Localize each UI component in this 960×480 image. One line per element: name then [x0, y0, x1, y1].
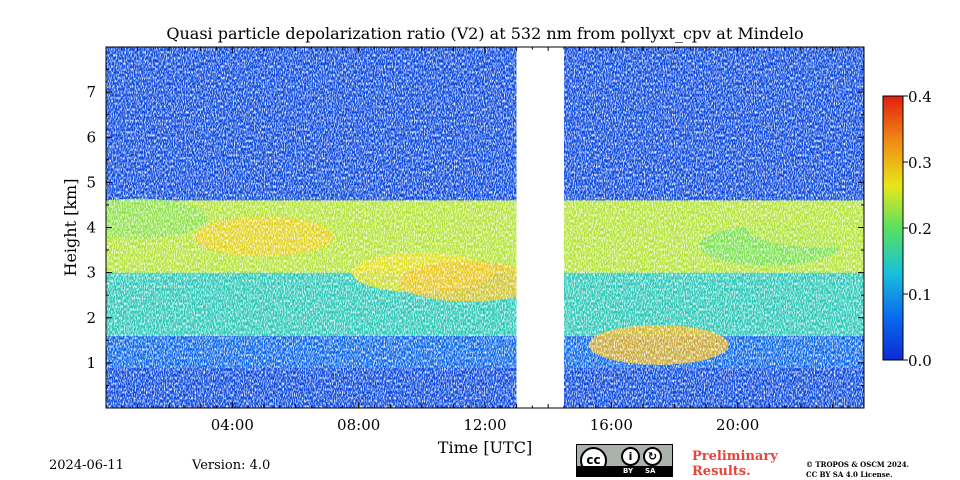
colorbar-tick-label: 0.3 — [908, 154, 932, 172]
data-gap — [516, 47, 564, 408]
x-tick-label: 12:00 — [463, 416, 506, 434]
x-tick-label: 16:00 — [590, 416, 633, 434]
x-tick-label: 08:00 — [337, 416, 380, 434]
preliminary-note: Preliminary Results. — [692, 449, 778, 479]
y-tick-label: 5 — [86, 173, 96, 191]
y-axis-label: Height [km] — [61, 179, 80, 277]
sa-label: SA — [645, 467, 656, 475]
x-tick-label: 04:00 — [211, 416, 254, 434]
noise-overlay — [563, 47, 864, 408]
chart-title: Quasi particle depolarization ratio (V2)… — [166, 24, 804, 43]
by-attribution-icon: i — [621, 447, 640, 466]
date-label: 2024-06-11 — [49, 458, 124, 473]
badge-strip — [577, 466, 672, 476]
y-tick-label: 7 — [86, 83, 96, 101]
colorbar-tick-label: 0.4 — [908, 88, 932, 106]
y-tick-label: 6 — [86, 128, 96, 146]
x-tick-label: 20:00 — [716, 416, 759, 434]
noise-overlay — [106, 47, 517, 408]
y-tick-label: 1 — [86, 354, 96, 372]
colorbar-bar — [882, 95, 904, 361]
y-tick-label: 2 — [86, 309, 96, 327]
share-alike-icon: ↻ — [643, 447, 662, 466]
version-label: Version: 4.0 — [192, 458, 271, 473]
y-tick-label: 4 — [86, 219, 96, 237]
by-label: BY — [623, 467, 634, 475]
colorbar-tick-label: 0.1 — [908, 286, 932, 304]
copyright-note: © TROPOS & OSCM 2024. CC BY SA 4.0 Licen… — [806, 460, 910, 479]
x-axis-label: Time [UTC] — [438, 438, 532, 457]
colorbar-tick-label: 0.2 — [908, 220, 932, 238]
colorbar-tick-label: 0.0 — [908, 352, 932, 370]
y-tick-label: 3 — [86, 264, 96, 282]
cc-license-badge[interactable]: cc i ↻ BY SA — [576, 444, 673, 477]
